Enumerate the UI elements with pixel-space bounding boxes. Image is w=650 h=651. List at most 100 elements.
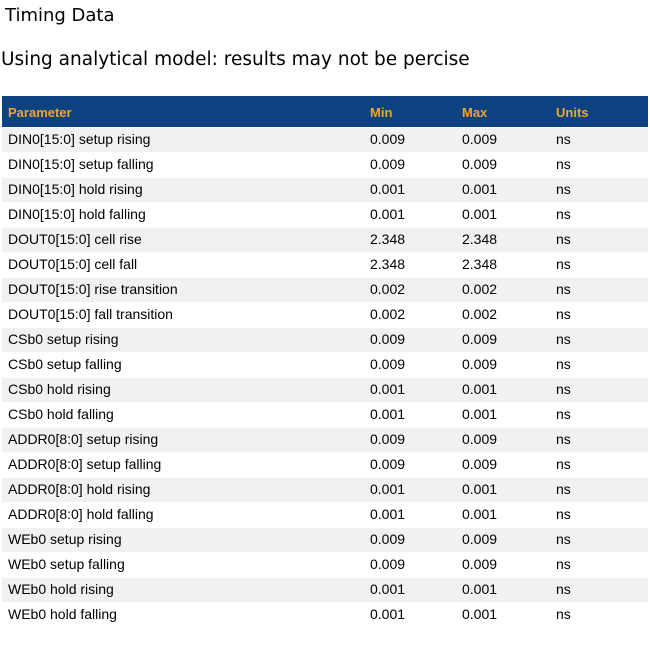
units-cell: ns <box>550 178 648 203</box>
max-cell: 0.009 <box>456 128 550 153</box>
parameter-cell: DIN0[15:0] hold rising <box>2 178 364 203</box>
max-cell: 0.001 <box>456 178 550 203</box>
table-row: WEb0 hold rising 0.001 0.001 ns <box>2 578 648 603</box>
column-header-min: Min <box>364 96 456 128</box>
table-row: ADDR0[8:0] hold falling 0.001 0.001 ns <box>2 503 648 528</box>
min-cell: 0.002 <box>364 278 456 303</box>
min-cell: 2.348 <box>364 228 456 253</box>
parameter-cell: WEb0 setup falling <box>2 553 364 578</box>
parameter-cell: CSb0 hold falling <box>2 403 364 428</box>
min-cell: 0.009 <box>364 328 456 353</box>
min-cell: 0.002 <box>364 303 456 328</box>
table-row: CSb0 setup falling 0.009 0.009 ns <box>2 353 648 378</box>
table-row: ADDR0[8:0] setup falling 0.009 0.009 ns <box>2 453 648 478</box>
units-cell: ns <box>550 428 648 453</box>
page-title: Timing Data <box>5 5 115 26</box>
page-subtitle: Using analytical model: results may not … <box>1 49 470 70</box>
max-cell: 0.001 <box>456 503 550 528</box>
min-cell: 0.001 <box>364 503 456 528</box>
units-cell: ns <box>550 578 648 603</box>
min-cell: 0.009 <box>364 453 456 478</box>
min-cell: 0.009 <box>364 528 456 553</box>
column-header-parameter: Parameter <box>2 96 364 128</box>
parameter-cell: DOUT0[15:0] rise transition <box>2 278 364 303</box>
column-header-units: Units <box>550 96 648 128</box>
max-cell: 0.001 <box>456 403 550 428</box>
max-cell: 0.001 <box>456 203 550 228</box>
units-cell: ns <box>550 403 648 428</box>
min-cell: 0.001 <box>364 203 456 228</box>
parameter-cell: DOUT0[15:0] fall transition <box>2 303 364 328</box>
min-cell: 0.001 <box>364 403 456 428</box>
units-cell: ns <box>550 303 648 328</box>
parameter-cell: ADDR0[8:0] hold rising <box>2 478 364 503</box>
units-cell: ns <box>550 453 648 478</box>
units-cell: ns <box>550 153 648 178</box>
table-row: CSb0 setup rising 0.009 0.009 ns <box>2 328 648 353</box>
parameter-cell: WEb0 setup rising <box>2 528 364 553</box>
min-cell: 0.001 <box>364 178 456 203</box>
timing-data-table: Parameter Min Max Units DIN0[15:0] setup… <box>2 96 648 628</box>
parameter-cell: CSb0 hold rising <box>2 378 364 403</box>
parameter-cell: WEb0 hold falling <box>2 603 364 628</box>
min-cell: 0.009 <box>364 428 456 453</box>
max-cell: 2.348 <box>456 228 550 253</box>
table-row: DOUT0[15:0] cell rise 2.348 2.348 ns <box>2 228 648 253</box>
max-cell: 0.009 <box>456 328 550 353</box>
table-row: DIN0[15:0] hold rising 0.001 0.001 ns <box>2 178 648 203</box>
table-row: DIN0[15:0] hold falling 0.001 0.001 ns <box>2 203 648 228</box>
max-cell: 0.009 <box>456 528 550 553</box>
parameter-cell: DIN0[15:0] hold falling <box>2 203 364 228</box>
table-row: DOUT0[15:0] cell fall 2.348 2.348 ns <box>2 253 648 278</box>
units-cell: ns <box>550 203 648 228</box>
units-cell: ns <box>550 353 648 378</box>
units-cell: ns <box>550 528 648 553</box>
parameter-cell: CSb0 setup rising <box>2 328 364 353</box>
units-cell: ns <box>550 378 648 403</box>
parameter-cell: DOUT0[15:0] cell fall <box>2 253 364 278</box>
table-row: DIN0[15:0] setup falling 0.009 0.009 ns <box>2 153 648 178</box>
max-cell: 0.009 <box>456 153 550 178</box>
units-cell: ns <box>550 503 648 528</box>
table-row: ADDR0[8:0] hold rising 0.001 0.001 ns <box>2 478 648 503</box>
parameter-cell: DIN0[15:0] setup falling <box>2 153 364 178</box>
max-cell: 0.009 <box>456 553 550 578</box>
table-row: ADDR0[8:0] setup rising 0.009 0.009 ns <box>2 428 648 453</box>
max-cell: 0.009 <box>456 428 550 453</box>
parameter-cell: WEb0 hold rising <box>2 578 364 603</box>
column-header-max: Max <box>456 96 550 128</box>
max-cell: 0.009 <box>456 353 550 378</box>
min-cell: 0.001 <box>364 378 456 403</box>
max-cell: 0.002 <box>456 303 550 328</box>
max-cell: 0.001 <box>456 578 550 603</box>
table-row: DOUT0[15:0] fall transition 0.002 0.002 ns <box>2 303 648 328</box>
units-cell: ns <box>550 478 648 503</box>
min-cell: 0.001 <box>364 478 456 503</box>
table-row: WEb0 setup rising 0.009 0.009 ns <box>2 528 648 553</box>
units-cell: ns <box>550 228 648 253</box>
max-cell: 0.002 <box>456 278 550 303</box>
min-cell: 0.001 <box>364 578 456 603</box>
table-row: DIN0[15:0] setup rising 0.009 0.009 ns <box>2 128 648 153</box>
min-cell: 0.009 <box>364 128 456 153</box>
table-row: CSb0 hold rising 0.001 0.001 ns <box>2 378 648 403</box>
units-cell: ns <box>550 553 648 578</box>
parameter-cell: ADDR0[8:0] hold falling <box>2 503 364 528</box>
parameter-cell: DOUT0[15:0] cell rise <box>2 228 364 253</box>
table-row: CSb0 hold falling 0.001 0.001 ns <box>2 403 648 428</box>
max-cell: 0.001 <box>456 378 550 403</box>
max-cell: 0.001 <box>456 603 550 628</box>
units-cell: ns <box>550 253 648 278</box>
table-row: WEb0 hold falling 0.001 0.001 ns <box>2 603 648 628</box>
table-header-row: Parameter Min Max Units <box>2 96 648 128</box>
table-row: DOUT0[15:0] rise transition 0.002 0.002 ns <box>2 278 648 303</box>
parameter-cell: ADDR0[8:0] setup rising <box>2 428 364 453</box>
parameter-cell: ADDR0[8:0] setup falling <box>2 453 364 478</box>
min-cell: 0.001 <box>364 603 456 628</box>
max-cell: 0.001 <box>456 478 550 503</box>
min-cell: 2.348 <box>364 253 456 278</box>
units-cell: ns <box>550 278 648 303</box>
parameter-cell: DIN0[15:0] setup rising <box>2 128 364 153</box>
max-cell: 2.348 <box>456 253 550 278</box>
units-cell: ns <box>550 128 648 153</box>
